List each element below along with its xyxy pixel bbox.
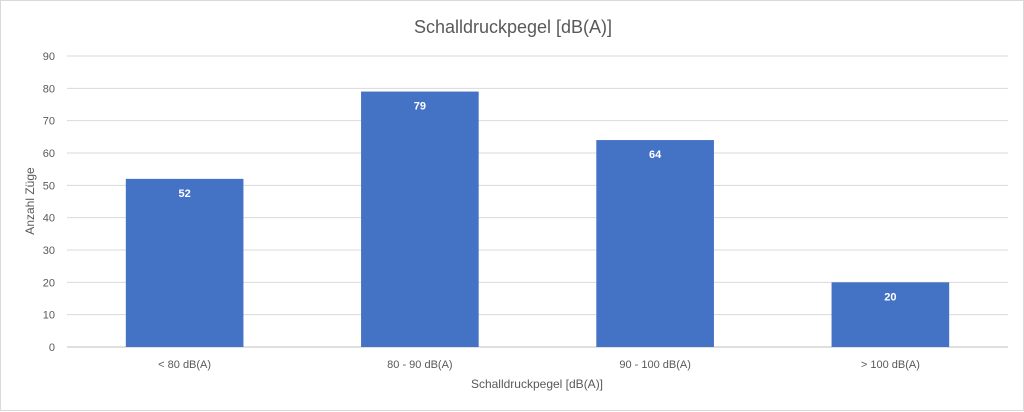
y-tick-label: 20: [43, 277, 55, 289]
bar: [596, 140, 714, 347]
y-tick-label: 40: [43, 213, 55, 225]
bar: [361, 91, 479, 347]
chart-title: Schalldruckpegel [dB(A)]: [414, 17, 612, 37]
bar: [125, 178, 244, 347]
y-tick-label: 10: [43, 310, 55, 322]
x-tick-label: 80 - 90 dB(A): [387, 359, 452, 371]
y-tick-label: 0: [49, 342, 55, 354]
y-tick-label: 90: [43, 51, 55, 63]
y-tick-label: 60: [43, 148, 55, 160]
bar-value-label: 79: [414, 101, 426, 113]
y-tick-label: 50: [43, 180, 55, 192]
y-tick-label: 30: [43, 245, 55, 257]
bar: [831, 282, 950, 347]
bar-value-label: 64: [649, 149, 662, 161]
y-axis-label: Anzahl Züge: [23, 167, 37, 235]
x-tick-label: 90 - 100 dB(A): [619, 359, 691, 371]
bar-value-label: 20: [884, 291, 896, 303]
x-axis-ticks: < 80 dB(A) 80 - 90 dB(A) 90 - 100 dB(A) > 1…: [158, 359, 920, 371]
y-tick-label: 70: [43, 116, 55, 128]
x-tick-label: < 80 dB(A): [158, 359, 211, 371]
x-axis-label: Schalldruckpegel [dB(A)]: [471, 377, 603, 391]
y-axis-ticks: 0 10 20 30 40 50 60 70 80 90: [43, 51, 55, 354]
bars: 52 79 64 20: [125, 91, 950, 347]
y-tick-label: 80: [43, 83, 55, 95]
x-tick-label: > 100 dB(A): [861, 359, 920, 371]
bar-value-label: 52: [179, 188, 191, 200]
